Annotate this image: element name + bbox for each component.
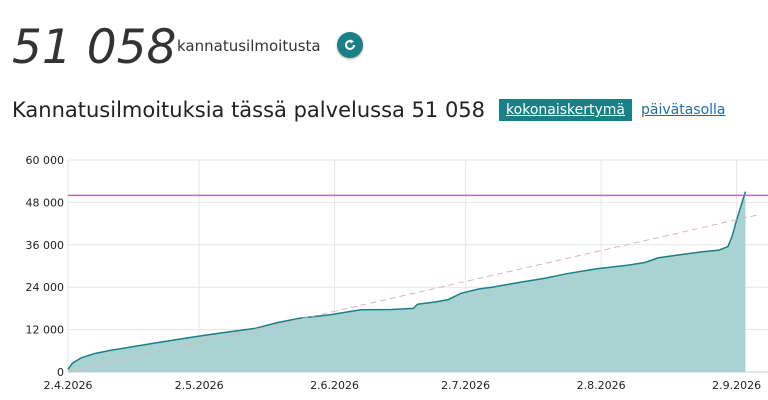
y-tick-label: 60 000 bbox=[26, 154, 65, 167]
x-tick-label: 2.8.2026 bbox=[577, 379, 626, 392]
tab-cumulative[interactable]: kokonaiskertymä bbox=[499, 99, 632, 121]
cumulative-chart: 0 12 000 24 000 36 000 48 000 60 000 2.4.2026 2… bbox=[26, 154, 768, 392]
series-line bbox=[67, 191, 747, 370]
x-tick-label: 2.4.2026 bbox=[44, 379, 93, 392]
trend-line bbox=[67, 214, 759, 373]
series-area bbox=[68, 191, 746, 372]
total-count: 51 058 bbox=[12, 20, 177, 75]
x-tick-label: 2.7.2026 bbox=[441, 379, 490, 392]
x-tick-label: 2.9.2026 bbox=[712, 379, 761, 392]
y-tick-label: 0 bbox=[57, 366, 64, 379]
y-tick-label: 24 000 bbox=[26, 281, 65, 294]
y-tick-label: 48 000 bbox=[26, 196, 65, 209]
y-tick-label: 12 000 bbox=[26, 324, 65, 337]
refresh-icon bbox=[345, 39, 355, 50]
page-title: Kannatusilmoituksia tässä palvelussa 51 … bbox=[12, 98, 486, 122]
x-tick-label: 2.6.2026 bbox=[310, 379, 359, 392]
refresh-button[interactable] bbox=[337, 32, 363, 58]
tab-daily[interactable]: päivätasolla bbox=[641, 102, 726, 118]
heading-row: Kannatusilmoituksia tässä palvelussa 51 … bbox=[12, 98, 726, 122]
y-tick-label: 36 000 bbox=[26, 239, 65, 252]
count-label: kannatusilmoitusta bbox=[177, 37, 321, 55]
x-tick-label: 2.5.2026 bbox=[175, 379, 224, 392]
